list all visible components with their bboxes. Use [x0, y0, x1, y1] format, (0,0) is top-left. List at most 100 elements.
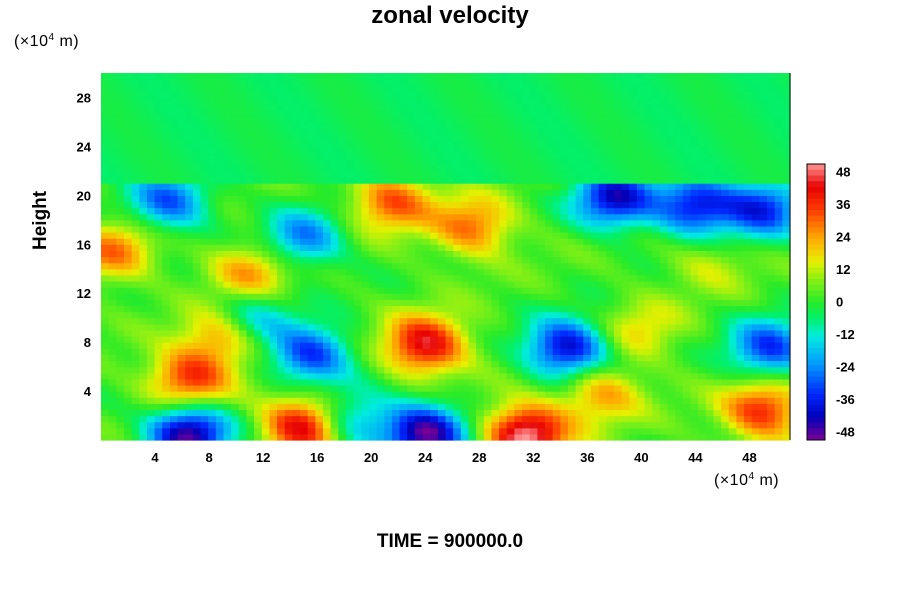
- field-cell: [736, 274, 745, 282]
- field-cell: [445, 109, 454, 117]
- field-cell: [690, 115, 699, 123]
- field-cell: [522, 366, 531, 374]
- field-cell: [453, 354, 462, 362]
- field-cell: [154, 403, 163, 411]
- field-cell: [353, 305, 362, 313]
- field-cell: [659, 311, 669, 319]
- field-cell: [345, 280, 355, 288]
- field-cell: [736, 115, 745, 123]
- field-cell: [139, 176, 148, 184]
- field-cell: [162, 293, 171, 300]
- field-cell: [315, 409, 324, 417]
- field-cell: [675, 146, 684, 154]
- field-cell: [682, 225, 692, 233]
- field-cell: [277, 207, 286, 215]
- field-cell: [254, 323, 263, 331]
- field-cell: [690, 336, 699, 343]
- field-cell: [200, 280, 209, 288]
- field-cell: [101, 305, 110, 313]
- field-cell: [675, 225, 684, 233]
- field-cell: [483, 250, 493, 258]
- field-cell: [146, 329, 156, 337]
- field-cell: [231, 299, 240, 307]
- field-cell: [744, 433, 753, 441]
- field-cell: [384, 164, 393, 172]
- field-cell: [552, 213, 561, 221]
- field-cell: [162, 329, 171, 337]
- field-cell: [659, 207, 669, 215]
- field-cell: [246, 176, 255, 184]
- field-cell: [292, 170, 301, 178]
- field-cell: [552, 140, 561, 147]
- field-cell: [468, 268, 477, 276]
- field-cell: [476, 201, 485, 209]
- field-cell: [300, 299, 309, 307]
- field-cell: [476, 262, 485, 270]
- field-cell: [131, 201, 140, 209]
- field-cell: [238, 170, 248, 178]
- field-cell: [353, 232, 362, 239]
- field-cell: [575, 134, 584, 141]
- field-cell: [254, 280, 263, 288]
- field-cell: [277, 103, 286, 111]
- field-cell: [567, 140, 577, 147]
- field-cell: [177, 409, 186, 417]
- field-cell: [529, 189, 538, 196]
- field-cell: [368, 146, 378, 154]
- field-cell: [782, 299, 791, 307]
- field-cell: [728, 134, 738, 141]
- field-cell: [177, 366, 186, 374]
- field-cell: [506, 433, 515, 441]
- field-cell: [368, 207, 378, 215]
- field-cell: [690, 146, 699, 154]
- field-cell: [636, 336, 646, 343]
- field-cell: [146, 97, 156, 105]
- field-cell: [430, 305, 439, 313]
- field-cell: [522, 268, 531, 276]
- field-cell: [108, 305, 117, 313]
- field-cell: [575, 207, 584, 215]
- field-cell: [116, 323, 125, 331]
- field-cell: [698, 219, 707, 227]
- field-cell: [231, 109, 240, 117]
- field-cell: [315, 164, 324, 172]
- field-cell: [430, 268, 439, 276]
- field-cell: [598, 354, 607, 362]
- field-cell: [583, 427, 592, 435]
- field-cell: [101, 409, 110, 417]
- field-cell: [101, 287, 110, 294]
- field-cell: [675, 287, 684, 294]
- field-cell: [200, 238, 209, 245]
- field-cell: [774, 293, 783, 300]
- field-cell: [499, 164, 508, 172]
- field-cell: [621, 164, 630, 172]
- field-cell: [491, 354, 500, 362]
- field-cell: [782, 403, 791, 411]
- field-cell: [146, 195, 156, 203]
- field-cell: [506, 317, 515, 325]
- field-cell: [736, 287, 745, 294]
- field-cell: [123, 207, 133, 215]
- field-cell: [636, 183, 646, 190]
- field-cell: [323, 268, 332, 276]
- field-cell: [468, 219, 477, 227]
- field-cell: [675, 378, 684, 386]
- field-cell: [644, 397, 653, 404]
- field-cell: [330, 262, 339, 270]
- field-cell: [491, 433, 500, 441]
- field-cell: [636, 403, 646, 411]
- field-cell: [445, 378, 454, 386]
- field-cell: [667, 348, 676, 355]
- field-cell: [231, 134, 240, 141]
- field-cell: [368, 397, 378, 404]
- field-cell: [323, 342, 332, 349]
- field-cell: [208, 360, 217, 368]
- field-cell: [116, 268, 125, 276]
- field-cell: [590, 140, 600, 147]
- field-cell: [736, 336, 745, 343]
- field-cell: [391, 225, 401, 233]
- field-cell: [338, 317, 347, 325]
- field-cell: [361, 128, 370, 135]
- field-cell: [292, 121, 301, 129]
- field-cell: [445, 262, 454, 270]
